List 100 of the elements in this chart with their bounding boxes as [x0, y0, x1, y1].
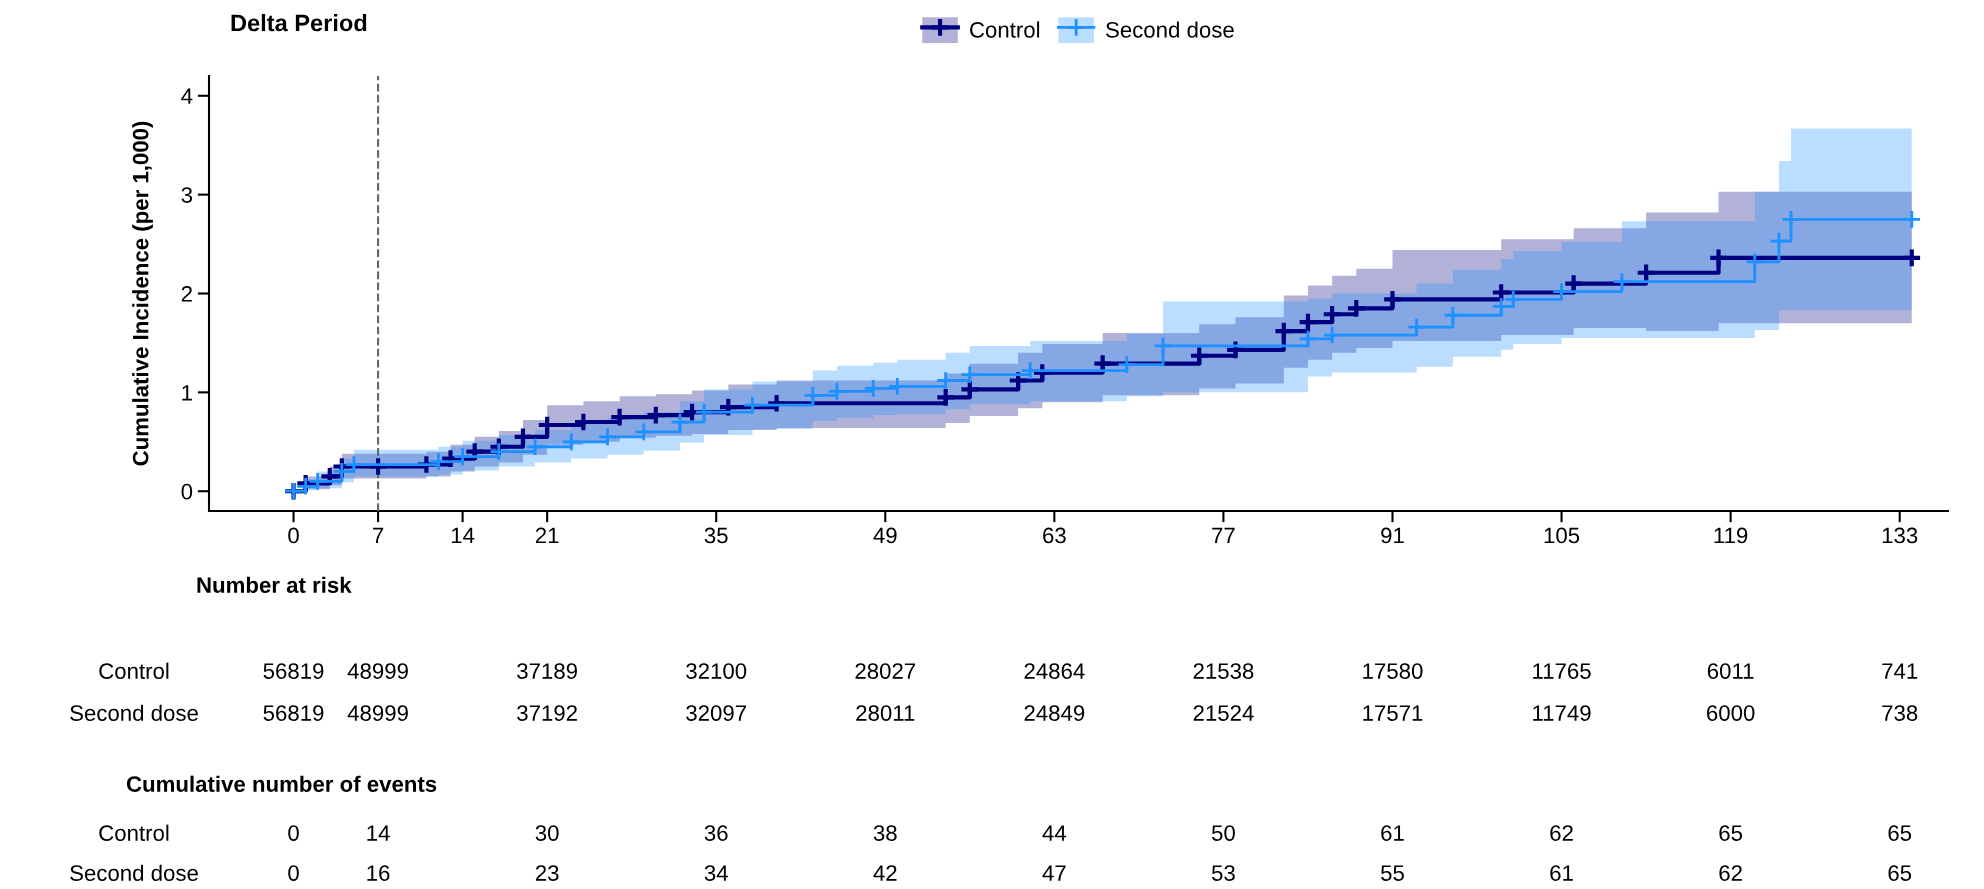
- text: 37192: [517, 705, 577, 721]
- point: [1406, 317, 1427, 337]
- point: [307, 471, 328, 492]
- point: [1745, 252, 1765, 272]
- text: 6000: [1707, 705, 1755, 721]
- point: [645, 404, 667, 426]
- text: 24849: [1024, 705, 1085, 721]
- text: 53: [1211, 865, 1235, 881]
- point: [694, 402, 714, 422]
- point: [525, 437, 545, 457]
- text: 16: [367, 865, 390, 881]
- x-tick-label: 105: [1544, 527, 1580, 544]
- text: 65: [1719, 825, 1743, 841]
- text: 0: [288, 825, 299, 841]
- point: [489, 441, 509, 462]
- text: 48999: [347, 705, 408, 721]
- text: 32100: [686, 663, 747, 679]
- point: [959, 378, 981, 400]
- point: [597, 427, 618, 447]
- point: [1007, 370, 1029, 391]
- point: [1443, 305, 1463, 325]
- text: 11765: [1533, 663, 1591, 679]
- text: 11749: [1533, 705, 1591, 721]
- point: [512, 426, 534, 448]
- x-tick-label: 63: [1043, 527, 1066, 544]
- x-tick-label: 49: [873, 527, 897, 544]
- point: [1225, 339, 1246, 361]
- x-tick-label: 21: [535, 527, 559, 544]
- y-tick-label: 1: [182, 385, 192, 401]
- point: [803, 385, 823, 406]
- point: [1298, 329, 1318, 349]
- text: 44: [1042, 825, 1067, 841]
- text: 56819: [263, 705, 324, 721]
- point: [609, 406, 631, 428]
- text: 42: [873, 865, 897, 881]
- point: [1153, 336, 1173, 356]
- chart-title: Delta Period: [231, 14, 367, 32]
- point: [1382, 289, 1403, 310]
- point: [670, 412, 690, 432]
- y-tick-label: 0: [181, 483, 193, 500]
- text: 50: [1211, 825, 1235, 841]
- text: 23: [535, 865, 559, 881]
- point: [634, 422, 654, 442]
- text: Control: [99, 662, 169, 679]
- point: [827, 381, 847, 402]
- x-tick-label: 91: [1381, 527, 1404, 544]
- point: [1781, 209, 1801, 230]
- text: 6011: [1707, 663, 1754, 679]
- point: [452, 446, 473, 467]
- x-tick-label: 0: [288, 527, 299, 544]
- text: 21538: [1193, 663, 1254, 679]
- point: [1902, 209, 1922, 230]
- text: 36: [704, 825, 728, 841]
- text: 738: [1882, 705, 1918, 721]
- text: 28011: [856, 705, 915, 721]
- text: 62: [1550, 825, 1573, 841]
- text: 38: [873, 825, 897, 841]
- text: 741: [1882, 663, 1918, 679]
- text: 48999: [347, 663, 408, 679]
- x-tick-label: 77: [1212, 527, 1235, 544]
- point: [1551, 281, 1572, 302]
- text: 56819: [263, 663, 324, 679]
- text: 61: [1381, 825, 1404, 841]
- point: [1188, 345, 1210, 367]
- x-tick-label: 119: [1714, 527, 1748, 544]
- point: [1297, 311, 1319, 333]
- point: [367, 456, 389, 477]
- x-tick-label: 14: [451, 527, 475, 544]
- x-tick-label: 7: [373, 527, 384, 544]
- point: [1031, 362, 1053, 384]
- text: 21524: [1193, 705, 1254, 721]
- text: 30: [535, 825, 559, 841]
- point: [1322, 325, 1342, 345]
- y-axis-title: Cumulative Incidence (per 1,000): [132, 121, 153, 466]
- text: Second dose: [70, 704, 198, 721]
- text: 14: [367, 825, 390, 841]
- text: 28027: [855, 663, 916, 679]
- point: [935, 386, 957, 408]
- text: 24864: [1024, 663, 1085, 679]
- point: [960, 364, 980, 385]
- text: 62: [1719, 865, 1742, 881]
- text: 37189: [517, 663, 577, 679]
- point: [1901, 247, 1923, 269]
- point: [1117, 354, 1137, 375]
- text: 55: [1381, 865, 1404, 881]
- text: 17571: [1363, 705, 1423, 721]
- x-tick-label: 35: [704, 527, 728, 544]
- point: [1321, 303, 1343, 325]
- text: Second dose: [70, 864, 198, 881]
- text: 32097: [686, 705, 746, 721]
- text: 65: [1888, 825, 1912, 841]
- point: [887, 376, 908, 397]
- legend-label: Second dose: [1106, 21, 1234, 38]
- text: Number at risk: [197, 576, 352, 593]
- point: [1020, 360, 1040, 381]
- point: [863, 378, 883, 399]
- y-tick-label: 4: [181, 88, 193, 104]
- text: 17580: [1363, 663, 1423, 679]
- y-tick-label: 3: [181, 187, 193, 203]
- legend-label: Control: [970, 21, 1040, 38]
